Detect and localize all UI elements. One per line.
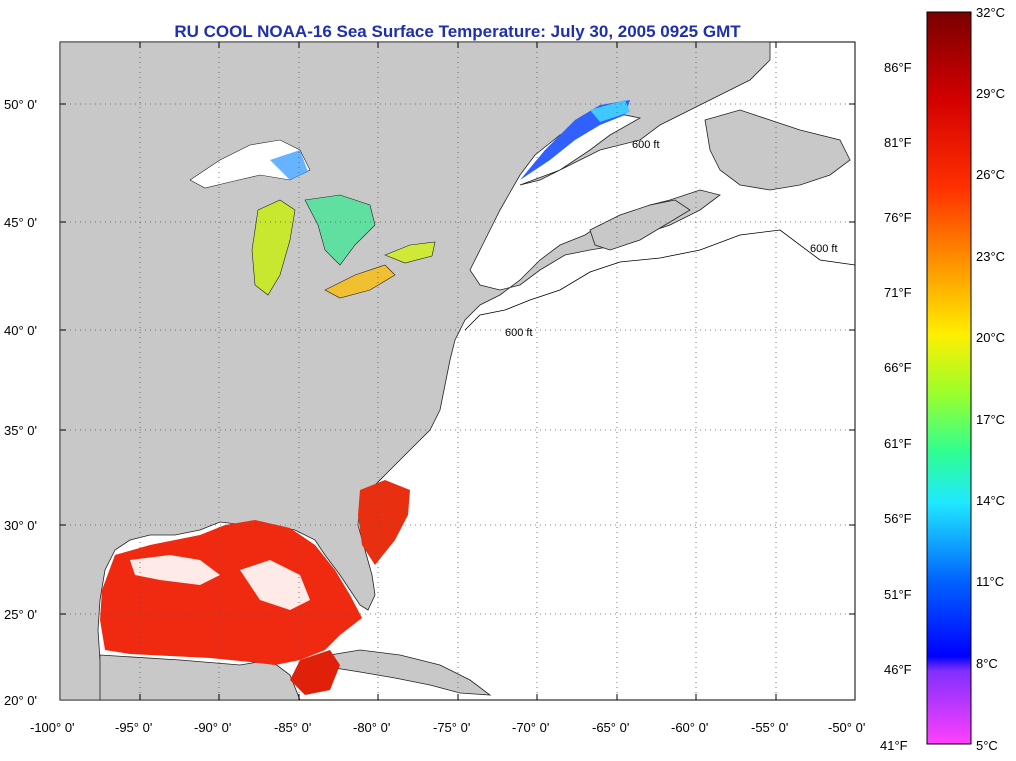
cb-f-86: 86°F: [884, 60, 912, 75]
cb-c-26: 26°C: [976, 167, 1006, 182]
lon-label-85: -85° 0': [274, 720, 312, 735]
lon-label-70: -70° 0': [512, 720, 550, 735]
land-cuba: [329, 649, 492, 696]
lon-label-65: -65° 0': [592, 720, 630, 735]
colorbar: [926, 11, 972, 745]
lake-erie: [324, 264, 396, 299]
lake-ontario: [384, 241, 436, 264]
lat-label-20: 20° 0': [4, 693, 37, 708]
sst-cuba-strait: [290, 650, 340, 695]
cb-f-46: 46°F: [884, 662, 912, 677]
cb-f-61: 61°F: [884, 436, 912, 451]
lake-superior-sst: [270, 150, 308, 180]
lon-label-100: -100° 0': [30, 720, 75, 735]
land-yucatan: [99, 654, 301, 700]
cb-f-51: 51°F: [884, 587, 912, 602]
lon-label-75: -75° 0': [433, 720, 471, 735]
cb-f-41: 41°F: [880, 738, 908, 753]
lat-label-45: 45° 0': [4, 215, 37, 230]
land-newfoundland: [704, 109, 851, 191]
lake-huron: [304, 194, 376, 266]
lon-label-60: -60° 0': [671, 720, 709, 735]
lon-label-95: -95° 0': [115, 720, 153, 735]
lat-label-35: 35° 0': [4, 423, 37, 438]
cb-c-29: 29°C: [976, 86, 1006, 101]
cb-f-56: 56°F: [884, 511, 912, 526]
cb-c-14: 14°C: [976, 493, 1006, 508]
lat-label-40: 40° 0': [4, 323, 37, 338]
lat-label-50: 50° 0': [4, 97, 37, 112]
sst-gulf-clouds: [130, 555, 220, 585]
cb-c-17: 17°C: [976, 412, 1006, 427]
contour-label-1: 600 ft: [505, 327, 533, 339]
cb-c-20: 20°C: [976, 330, 1006, 345]
cb-f-76: 76°F: [884, 210, 912, 225]
cb-c-11: 11°C: [976, 574, 1005, 589]
lon-label-90: -90° 0': [194, 720, 232, 735]
cb-f-66: 66°F: [884, 360, 912, 375]
lon-label-80: -80° 0': [353, 720, 391, 735]
sst-florida-atlantic: [358, 480, 410, 565]
lon-label-55: -55° 0': [751, 720, 789, 735]
cb-f-71: 71°F: [884, 285, 912, 300]
cb-c-5: 5°C: [976, 738, 998, 753]
cb-c-32: 32°C: [976, 5, 1006, 20]
land-nova-scotia: [589, 199, 691, 251]
lake-superior: [189, 139, 311, 189]
contour-label-3: 600 ft: [632, 139, 660, 151]
isobath-600ft: [464, 229, 855, 331]
sst-gulf-clouds-2: [240, 560, 310, 610]
lat-label-25: 25° 0': [4, 607, 37, 622]
sst-st-lawrence-2: [590, 100, 630, 122]
map-title: RU COOL NOAA-16 Sea Surface Temperature:…: [174, 22, 741, 41]
map-ticks: [60, 42, 855, 700]
cb-f-81: 81°F: [884, 135, 912, 150]
contour-label-2: 600 ft: [810, 243, 838, 255]
lake-michigan: [251, 199, 296, 296]
lat-label-30: 30° 0': [4, 518, 37, 533]
lon-label-50: -50° 0': [828, 720, 866, 735]
cb-c-8: 8°C: [976, 656, 998, 671]
cb-c-23: 23°C: [976, 249, 1006, 264]
